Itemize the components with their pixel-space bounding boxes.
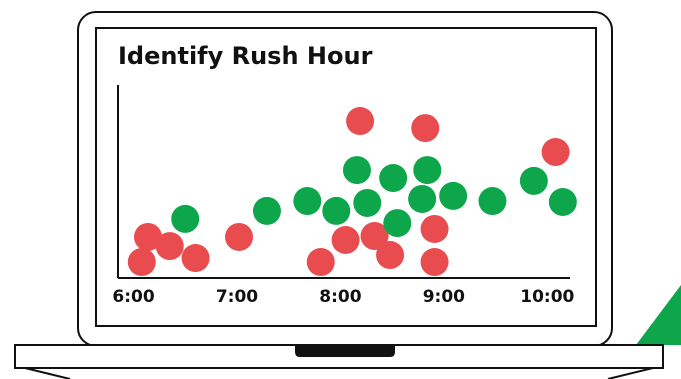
point	[520, 167, 548, 195]
point	[346, 107, 374, 135]
point	[293, 187, 321, 215]
chart-title: Identify Rush Hour	[118, 42, 373, 70]
point	[439, 182, 467, 210]
point	[156, 232, 184, 260]
laptop-foot	[25, 368, 653, 379]
point	[549, 188, 577, 216]
point	[182, 244, 210, 272]
point	[542, 138, 570, 166]
point	[332, 226, 360, 254]
point	[353, 189, 381, 217]
point	[421, 248, 449, 276]
x-tick-label: 9:00	[423, 287, 465, 307]
point	[225, 223, 253, 251]
laptop-illustration: Identify Rush Hour 6:00 7:00 8:00 9:00 10:00	[0, 0, 681, 379]
point	[307, 248, 335, 276]
point	[383, 209, 411, 237]
point	[376, 241, 404, 269]
point	[413, 156, 441, 184]
point	[343, 156, 371, 184]
point	[411, 114, 439, 142]
point	[171, 205, 199, 233]
point	[322, 197, 350, 225]
decoration	[636, 285, 681, 345]
x-tick-label: 6:00	[112, 287, 154, 307]
x-tick-label: 7:00	[216, 287, 258, 307]
point	[421, 215, 449, 243]
x-tick-label: 10:00	[520, 287, 574, 307]
point	[253, 197, 281, 225]
point	[478, 187, 506, 215]
x-tick-label: 8:00	[319, 287, 361, 307]
point	[379, 164, 407, 192]
point	[408, 185, 436, 213]
point	[128, 248, 156, 276]
notch	[295, 345, 395, 357]
